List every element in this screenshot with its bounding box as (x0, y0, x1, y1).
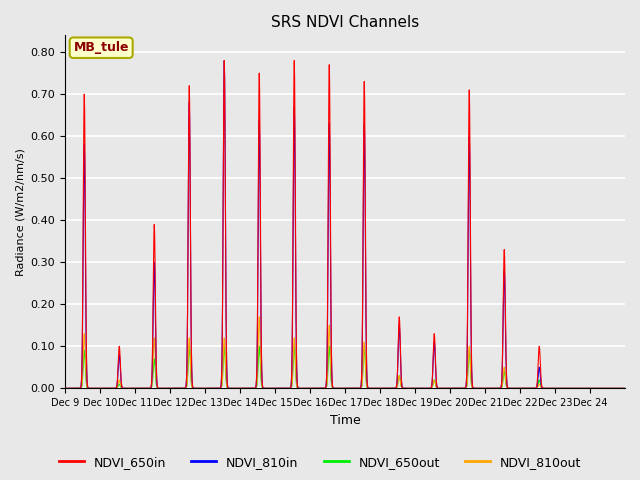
Y-axis label: Radiance (W/m2/nm/s): Radiance (W/m2/nm/s) (15, 148, 25, 276)
NDVI_650out (348, 385, 355, 391)
NDVI_810out (348, 385, 355, 391)
NDVI_810in (348, 385, 355, 391)
NDVI_650in (315, 385, 323, 391)
NDVI_810in (447, 385, 455, 391)
NDVI_650in (61, 385, 69, 391)
NDVI_810out (585, 385, 593, 391)
NDVI_650in (348, 385, 355, 391)
NDVI_650in (585, 385, 593, 391)
NDVI_810out (161, 385, 169, 391)
Text: MB_tule: MB_tule (74, 41, 129, 54)
NDVI_810in (220, 58, 228, 63)
NDVI_650in (161, 385, 169, 391)
NDVI_650in (72, 385, 79, 391)
NDVI_650out (621, 385, 628, 391)
NDVI_810in (61, 385, 69, 391)
NDVI_650out (447, 385, 455, 391)
NDVI_650in (220, 58, 228, 63)
NDVI_810out (315, 385, 323, 391)
NDVI_810in (161, 385, 169, 391)
NDVI_650out (61, 385, 69, 391)
NDVI_810out (72, 385, 79, 391)
Title: SRS NDVI Channels: SRS NDVI Channels (271, 15, 419, 30)
NDVI_650in (621, 385, 628, 391)
X-axis label: Time: Time (330, 414, 360, 427)
NDVI_650out (585, 385, 593, 391)
NDVI_650out (315, 385, 323, 391)
Line: NDVI_650out: NDVI_650out (65, 346, 625, 388)
Line: NDVI_650in: NDVI_650in (65, 60, 625, 388)
NDVI_810in (621, 385, 628, 391)
NDVI_810out (255, 314, 263, 320)
NDVI_810in (585, 385, 593, 391)
NDVI_810out (621, 385, 628, 391)
NDVI_810in (72, 385, 79, 391)
NDVI_810out (61, 385, 69, 391)
NDVI_810out (447, 385, 455, 391)
Line: NDVI_810in: NDVI_810in (65, 60, 625, 388)
NDVI_650out (186, 343, 193, 349)
NDVI_810in (315, 385, 323, 391)
Line: NDVI_810out: NDVI_810out (65, 317, 625, 388)
NDVI_650out (161, 385, 169, 391)
NDVI_650in (447, 385, 455, 391)
Legend: NDVI_650in, NDVI_810in, NDVI_650out, NDVI_810out: NDVI_650in, NDVI_810in, NDVI_650out, NDV… (54, 451, 586, 474)
NDVI_650out (72, 385, 79, 391)
